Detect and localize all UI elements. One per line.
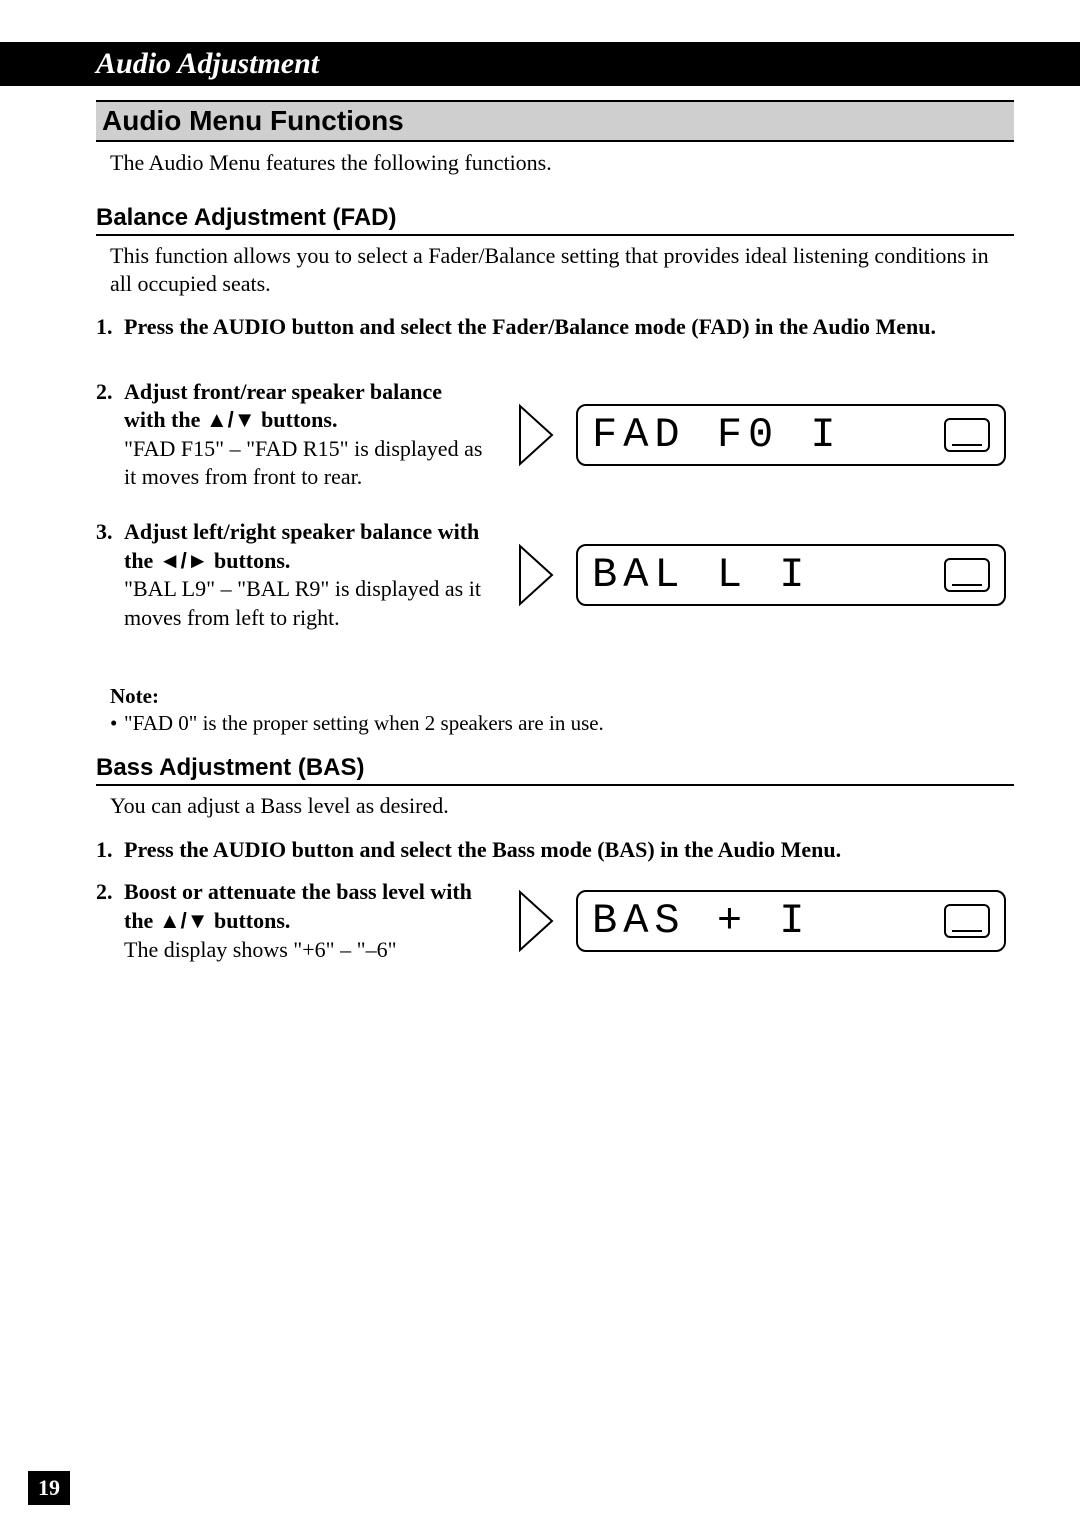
fad-display-unit: FAD F0 I (516, 402, 1006, 468)
balance-step-2-text: 2. Adjust front/rear speaker balance wit… (96, 378, 486, 492)
bass-step-1-text: Press the AUDIO button and select the Ba… (124, 836, 1014, 865)
up-down-arrows: ▲/▼ (159, 908, 209, 933)
bas-display-unit: BAS + I (516, 888, 1006, 954)
balance-step-1: 1. Press the AUDIO button and select the… (96, 313, 1014, 342)
lcd-frame-fad: FAD F0 I (576, 404, 1006, 466)
bass-step-2-row: 2. Boost or attenuate the bass level wit… (96, 878, 1014, 964)
section-heading: Audio Menu Functions (102, 105, 404, 136)
bass-heading: Bass Adjustment (BAS) (96, 754, 1014, 786)
section-heading-bar: Audio Menu Functions (96, 100, 1014, 142)
step-number: 2. (96, 378, 124, 492)
step-number: 2. (96, 878, 124, 964)
triangle-pointer-icon (516, 402, 558, 468)
lcd-cassette-icon (944, 904, 990, 938)
triangle-pointer-icon (516, 888, 558, 954)
bass-intro: You can adjust a Bass level as desired. (110, 792, 1014, 820)
lcd-text-bal: BAL L I (592, 551, 944, 599)
balance-intro: This function allows you to select a Fad… (110, 242, 1014, 297)
note-block: Note: •"FAD 0" is the proper setting whe… (110, 684, 1014, 736)
bas-display-col: BAS + I (486, 878, 1014, 964)
chapter-header-bar: Audio Adjustment (0, 42, 1080, 86)
lcd-frame-bal: BAL L I (576, 544, 1006, 606)
lcd-cassette-icon (944, 418, 990, 452)
balance-step-3-text: 3. Adjust left/right speaker balance wit… (96, 518, 486, 632)
lcd-text-bas: BAS + I (592, 897, 944, 945)
lcd-frame-bas: BAS + I (576, 890, 1006, 952)
page-content: Audio Menu Functions The Audio Menu feat… (0, 100, 1080, 964)
balance-step-2-row: 2. Adjust front/rear speaker balance wit… (96, 378, 1014, 492)
left-right-arrows: ◄/► (159, 548, 209, 573)
bullet-icon: • (110, 711, 124, 736)
step-number: 1. (96, 313, 124, 342)
note-item: •"FAD 0" is the proper setting when 2 sp… (110, 711, 1014, 736)
note-text: "FAD 0" is the proper setting when 2 spe… (124, 711, 604, 735)
lcd-text-fad: FAD F0 I (592, 411, 944, 459)
note-label: Note: (110, 684, 1014, 709)
step-number: 3. (96, 518, 124, 632)
bass-step-2-bold-b: buttons. (209, 908, 291, 933)
balance-heading: Balance Adjustment (FAD) (96, 204, 1014, 236)
triangle-pointer-icon (516, 542, 558, 608)
lcd-cassette-icon (944, 558, 990, 592)
bass-step-2-plain: The display shows "+6" – "–6" (124, 937, 397, 962)
step-2-bold-b: buttons. (256, 407, 338, 432)
up-down-arrows: ▲/▼ (206, 407, 256, 432)
step-1-text: Press the AUDIO button and select the Fa… (124, 313, 1014, 342)
bal-display-unit: BAL L I (516, 542, 1006, 608)
step-3-bold-b: buttons. (209, 548, 291, 573)
bass-step-1: 1. Press the AUDIO button and select the… (96, 836, 1014, 865)
page-number: 19 (28, 1471, 70, 1505)
step-2-plain: "FAD F15" – "FAD R15" is displayed as it… (124, 436, 482, 490)
bass-step-2-text: 2. Boost or attenuate the bass level wit… (96, 878, 486, 964)
chapter-title: Audio Adjustment (96, 47, 319, 81)
bal-display-col: BAL L I (486, 518, 1014, 632)
balance-step-3-row: 3. Adjust left/right speaker balance wit… (96, 518, 1014, 632)
section-intro: The Audio Menu features the following fu… (110, 150, 1014, 176)
fad-display-col: FAD F0 I (486, 378, 1014, 492)
step-3-plain: "BAL L9" – "BAL R9" is displayed as it m… (124, 576, 481, 630)
top-margin (0, 0, 1080, 42)
step-number: 1. (96, 836, 124, 865)
